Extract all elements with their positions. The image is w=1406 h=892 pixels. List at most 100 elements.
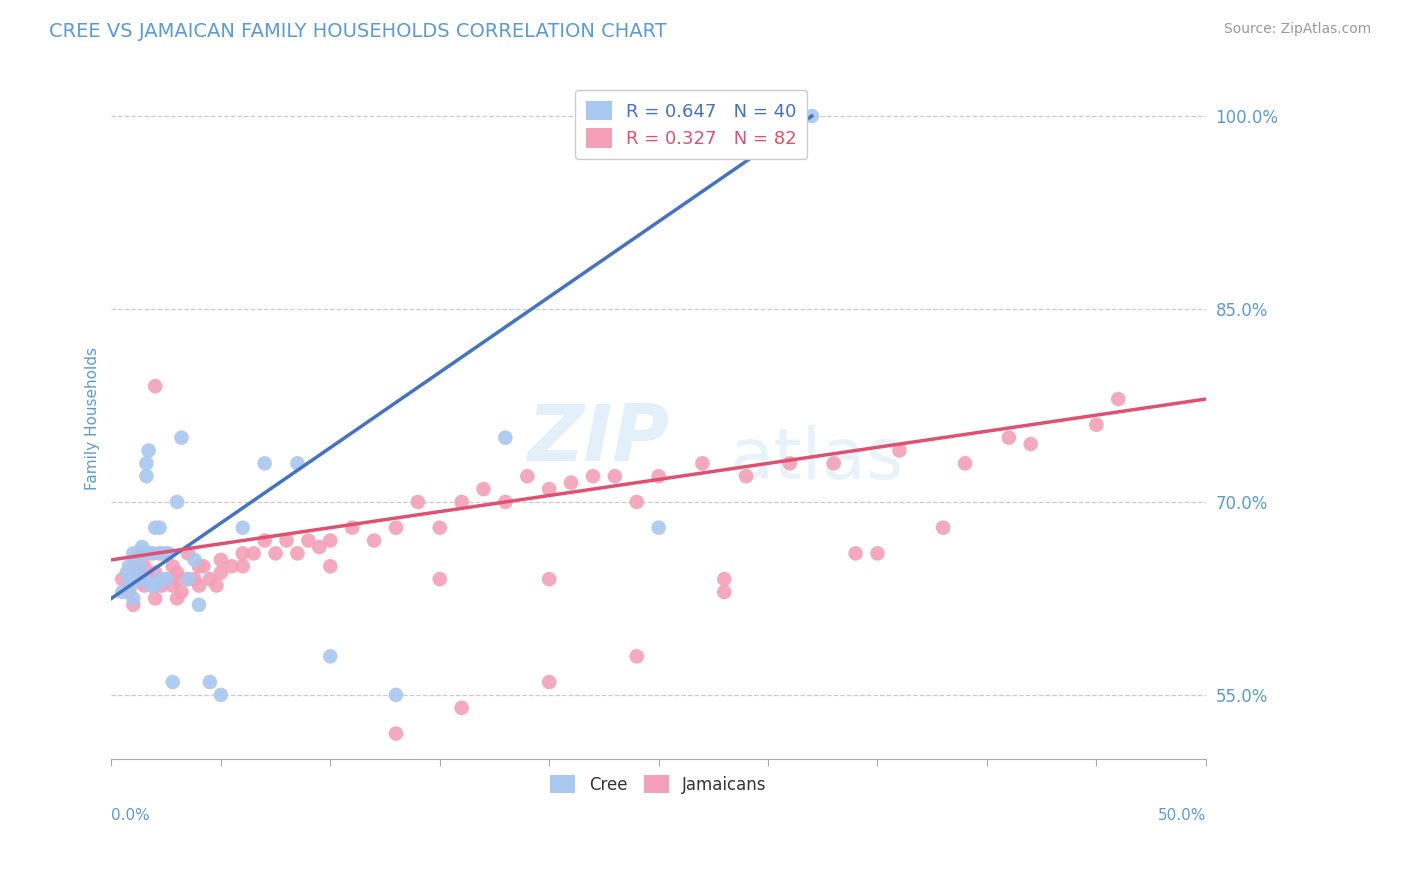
Point	[472, 482, 495, 496]
Point	[148, 521, 170, 535]
Point	[779, 456, 801, 470]
Point	[127, 572, 149, 586]
Point	[150, 578, 173, 592]
Point	[166, 566, 188, 580]
Point	[264, 546, 287, 560]
Point	[148, 546, 170, 560]
Point	[713, 572, 735, 586]
Point	[139, 578, 162, 592]
Point	[626, 649, 648, 664]
Point	[800, 109, 823, 123]
Point	[188, 598, 211, 612]
Point	[183, 572, 205, 586]
Point	[319, 533, 342, 548]
Point	[363, 533, 385, 548]
Point	[177, 546, 200, 560]
Point	[242, 546, 264, 560]
Point	[143, 566, 166, 580]
Point	[198, 675, 221, 690]
Point	[692, 456, 714, 470]
Y-axis label: Family Households: Family Households	[86, 347, 100, 490]
Text: Source: ZipAtlas.com: Source: ZipAtlas.com	[1223, 22, 1371, 37]
Point	[1107, 392, 1129, 406]
Point	[150, 546, 173, 560]
Point	[340, 521, 363, 535]
Text: 0.0%: 0.0%	[111, 808, 150, 823]
Point	[122, 546, 145, 560]
Point	[647, 469, 669, 483]
Point	[998, 431, 1021, 445]
Point	[162, 559, 184, 574]
Point	[221, 559, 243, 574]
Point	[823, 456, 845, 470]
Point	[177, 572, 200, 586]
Point	[1019, 437, 1042, 451]
Point	[1085, 417, 1108, 432]
Point	[297, 533, 319, 548]
Point	[131, 540, 153, 554]
Point	[287, 546, 309, 560]
Point	[494, 431, 516, 445]
Point	[953, 456, 976, 470]
Point	[385, 688, 408, 702]
Point	[157, 546, 180, 560]
Point	[319, 559, 342, 574]
Point	[193, 559, 215, 574]
Point	[713, 585, 735, 599]
Point	[198, 572, 221, 586]
Point	[118, 559, 141, 574]
Point	[134, 559, 156, 574]
Point	[166, 572, 188, 586]
Point	[538, 675, 561, 690]
Point	[205, 578, 228, 592]
Point	[253, 533, 276, 548]
Point	[177, 572, 200, 586]
Point	[134, 578, 156, 592]
Point	[134, 572, 156, 586]
Point	[111, 585, 134, 599]
Point	[253, 456, 276, 470]
Point	[162, 675, 184, 690]
Legend: Cree, Jamaicans: Cree, Jamaicans	[543, 767, 775, 802]
Point	[516, 469, 538, 483]
Point	[429, 521, 451, 535]
Point	[406, 495, 429, 509]
Point	[626, 495, 648, 509]
Point	[166, 591, 188, 606]
Point	[122, 598, 145, 612]
Point	[188, 578, 211, 592]
Point	[135, 469, 157, 483]
Text: atlas: atlas	[730, 425, 904, 494]
Point	[122, 559, 145, 574]
Point	[287, 456, 309, 470]
Point	[183, 553, 205, 567]
Point	[170, 431, 193, 445]
Point	[118, 585, 141, 599]
Point	[845, 546, 868, 560]
Point	[134, 546, 156, 560]
Point	[932, 521, 955, 535]
Point	[128, 559, 150, 574]
Point	[155, 546, 177, 560]
Point	[385, 521, 408, 535]
Point	[188, 559, 211, 574]
Point	[118, 572, 141, 586]
Point	[647, 521, 669, 535]
Point	[866, 546, 889, 560]
Point	[135, 456, 157, 470]
Point	[232, 521, 254, 535]
Point	[148, 572, 170, 586]
Point	[143, 578, 166, 592]
Point	[450, 700, 472, 714]
Point	[209, 553, 232, 567]
Point	[162, 578, 184, 592]
Point	[276, 533, 298, 548]
Point	[170, 585, 193, 599]
Point	[232, 546, 254, 560]
Point	[122, 591, 145, 606]
Point	[128, 546, 150, 560]
Point	[143, 379, 166, 393]
Point	[166, 495, 188, 509]
Point	[139, 546, 162, 560]
Point	[155, 572, 177, 586]
